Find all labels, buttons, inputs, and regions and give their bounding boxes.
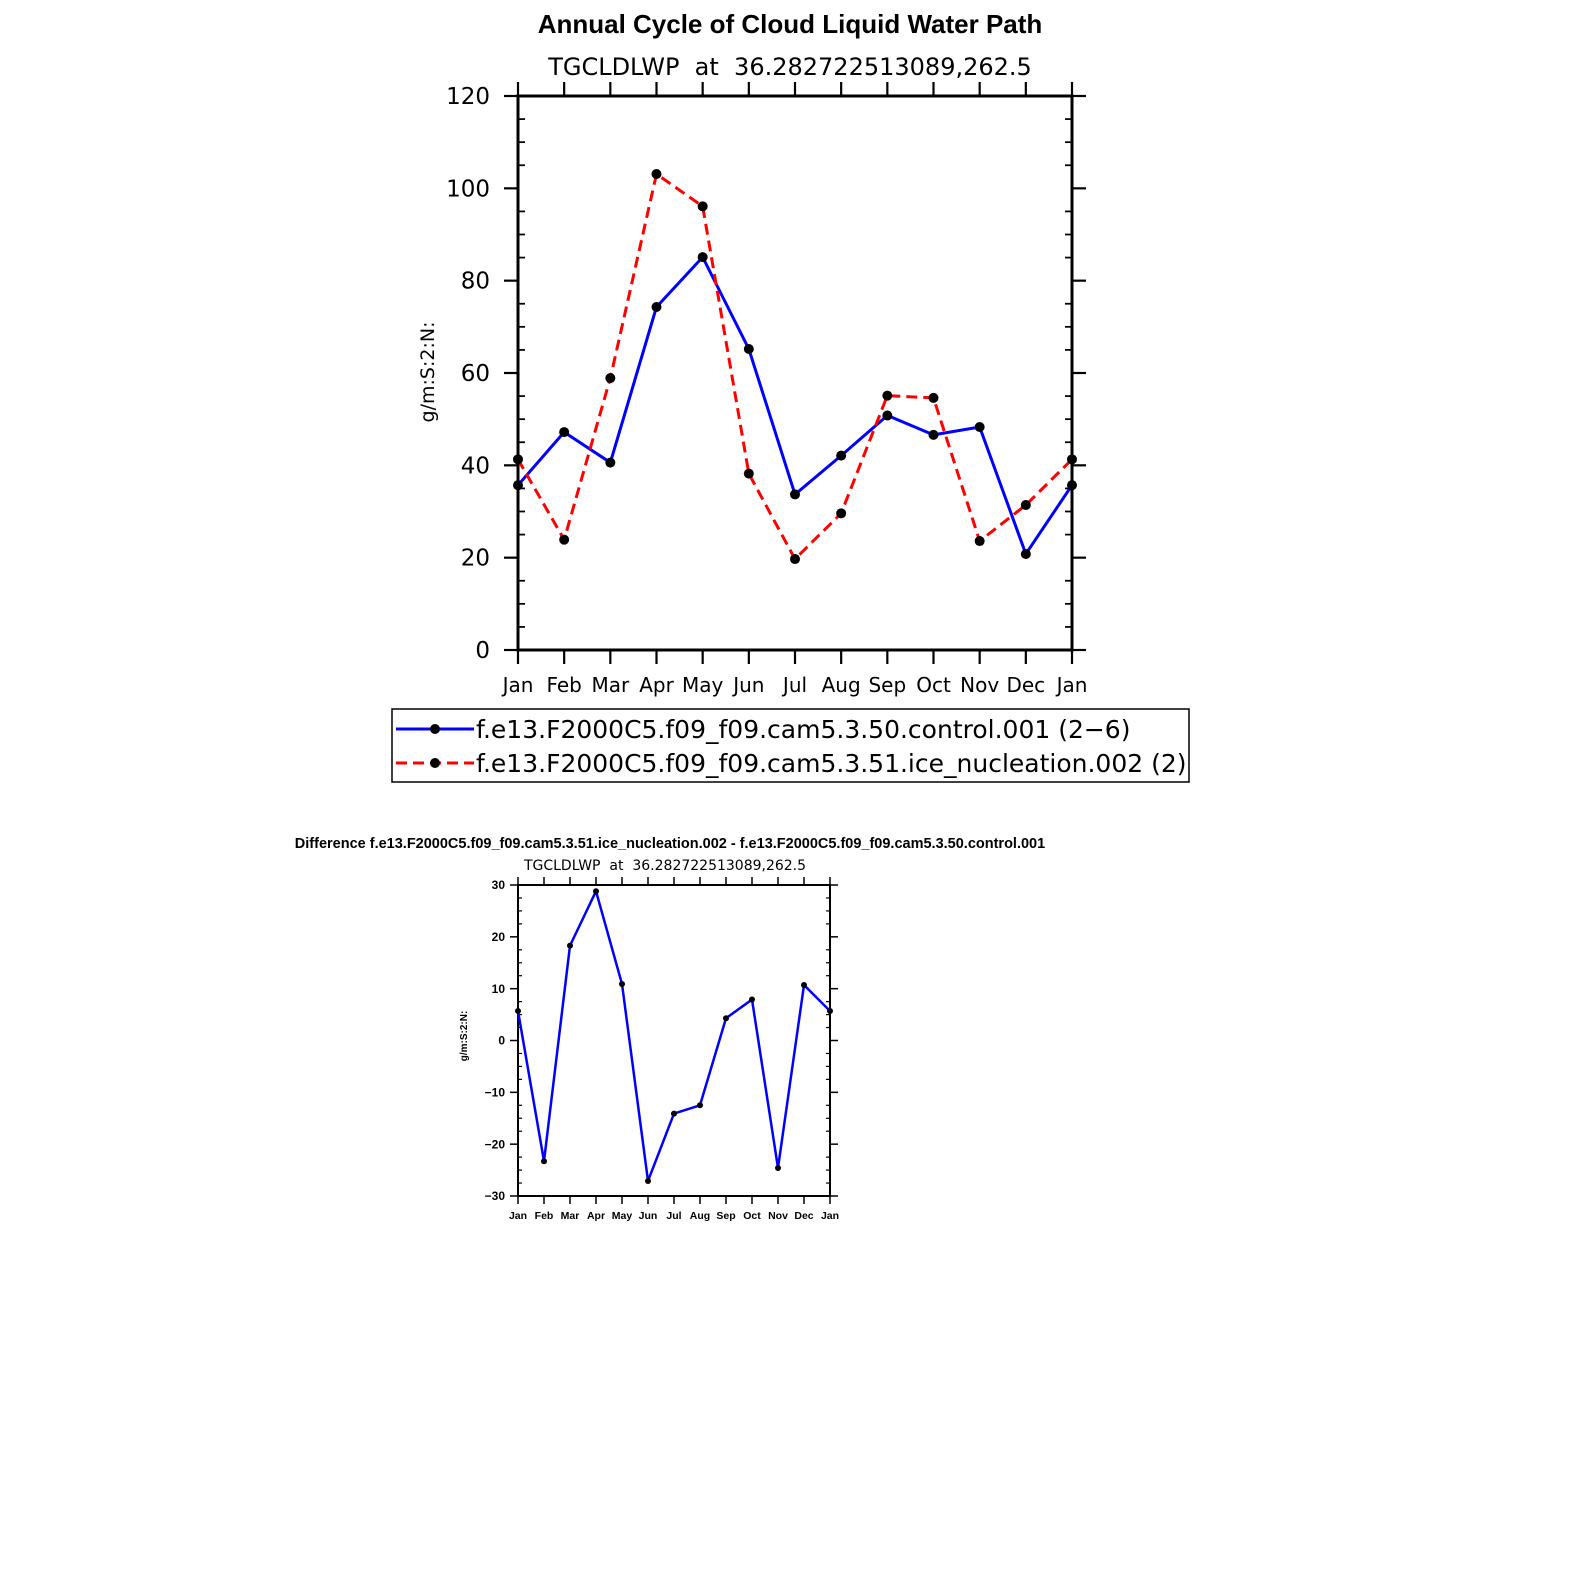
x-tick-label: Aug [822,673,861,697]
data-point-series-1 [836,508,847,519]
y-tick-label: 30 [492,878,506,892]
diff-chart-title: Difference f.e13.F2000C5.f09_f09.cam5.3.… [295,836,1045,852]
x-tick-label: Apr [639,673,674,697]
y-tick-label: 60 [461,361,490,387]
legend-box [391,708,1190,783]
y-tick-label: 100 [446,176,490,202]
data-point-series-0 [775,1165,781,1172]
x-tick-label: Aug [690,1210,710,1222]
data-point-series-0 [743,343,754,354]
data-point-series-0 [836,450,847,461]
data-point-series-1 [882,390,893,401]
x-tick-label: Dec [794,1210,813,1222]
data-point-series-0 [593,888,599,895]
data-point-series-0 [974,422,985,433]
legend-marker-ice-nucleation [430,758,440,768]
data-point-series-0 [645,1177,651,1184]
y-tick-label: 10 [492,982,506,996]
x-tick-label: Apr [587,1210,605,1222]
data-point-series-0 [513,480,523,491]
data-point-series-1 [559,534,570,545]
data-point-series-0 [790,489,800,500]
data-point-series-1 [605,373,616,384]
data-point-series-0 [723,1015,729,1022]
data-point-series-1 [1067,454,1077,465]
data-point-series-1 [743,468,754,479]
x-tick-label: May [682,673,724,697]
legend-marker-control [430,724,440,734]
x-tick-label: Oct [743,1210,761,1222]
y-tick-label: 20 [461,546,490,572]
x-tick-label: Jan [1055,673,1088,697]
data-point-series-0 [541,1158,547,1165]
data-point-series-0 [801,982,807,989]
diff-plot-area: −30 −20 −10 0 10 20 30 Jan Feb Mar Apr May Jun Jul Aug… [485,877,839,1222]
data-point-series-1 [974,536,985,547]
x-tick-label: Feb [546,673,581,697]
y-tick-label: −20 [485,1137,506,1151]
diff-chart-ylabel: g/m:S:2:N: [459,1011,470,1062]
legend-label-ice-nucleation: f.e13.F2000C5.f09_f09.cam5.3.51.ice_nucl… [476,749,1187,778]
plot-frame [516,94,1074,652]
data-point-series-0 [1067,480,1077,491]
diff-chart-subtitle: TGCLDLWP at 36.282722513089,262.5 [523,858,806,874]
x-tick-label: Nov [768,1210,788,1222]
x-tick-label: Jan [821,1210,839,1222]
data-point-series-1 [928,392,939,403]
data-point-series-0 [559,427,570,438]
data-point-series-1 [1020,500,1031,511]
x-tick-label: Mar [591,673,630,697]
main-chart-ylabel: g/m:S:2:N: [417,322,439,423]
plot-frame [517,884,831,1197]
data-point-series-0 [749,996,755,1003]
x-tick-label: Jan [501,673,534,697]
data-point-series-0 [697,252,708,263]
legend-label-control: f.e13.F2000C5.f09_f09.cam5.3.50.control.… [476,715,1130,744]
data-point-series-1 [697,201,708,212]
data-point-series-0 [671,1110,677,1117]
y-tick-label: 40 [461,453,490,479]
data-point-series-0 [619,981,625,988]
x-tick-label: Jun [731,673,764,697]
y-tick-label: 20 [492,930,506,944]
main-plot-area: 0 20 40 60 80 100 120 Jan Feb Mar Apr May Jun Jul Aug S… [446,82,1087,697]
y-tick-label: 120 [446,84,490,110]
x-tick-label: Sep [716,1210,735,1222]
x-tick-label: Oct [916,673,951,697]
x-tick-label: Jan [509,1210,527,1222]
series-line-1 [516,172,1074,561]
x-tick-label: Sep [868,673,906,697]
y-tick-label: 0 [475,638,490,664]
y-tick-label: −30 [485,1189,506,1203]
data-point-series-0 [651,301,662,312]
data-point-series-1 [790,554,800,565]
data-point-series-0 [605,457,616,468]
x-tick-label: May [612,1210,633,1222]
x-tick-label: Jul [666,1210,681,1222]
data-point-series-0 [928,429,939,440]
data-point-series-0 [827,1007,833,1014]
data-point-series-1 [651,169,662,180]
main-chart-subtitle: TGCLDLWP at 36.282722513089,262.5 [547,53,1032,81]
series-line-0 [516,889,831,1183]
data-point-series-0 [515,1007,521,1014]
x-tick-label: Jun [639,1210,658,1222]
x-tick-label: Dec [1006,673,1045,697]
data-point-series-0 [882,410,893,421]
data-point-series-0 [567,942,573,949]
x-tick-label: Mar [561,1210,580,1222]
main-chart-title: Annual Cycle of Cloud Liquid Water Path [538,9,1043,39]
y-tick-label: −10 [485,1086,506,1100]
x-tick-label: Jul [781,673,807,697]
main-legend: f.e13.F2000C5.f09_f09.cam5.3.50.control.… [391,708,1190,783]
y-tick-label: 0 [498,1034,505,1048]
data-point-series-1 [513,454,523,465]
y-tick-label: 80 [461,269,490,295]
x-tick-label: Feb [535,1210,554,1222]
data-point-series-0 [697,1102,703,1109]
data-point-series-0 [1020,548,1031,559]
x-tick-label: Nov [960,673,999,697]
